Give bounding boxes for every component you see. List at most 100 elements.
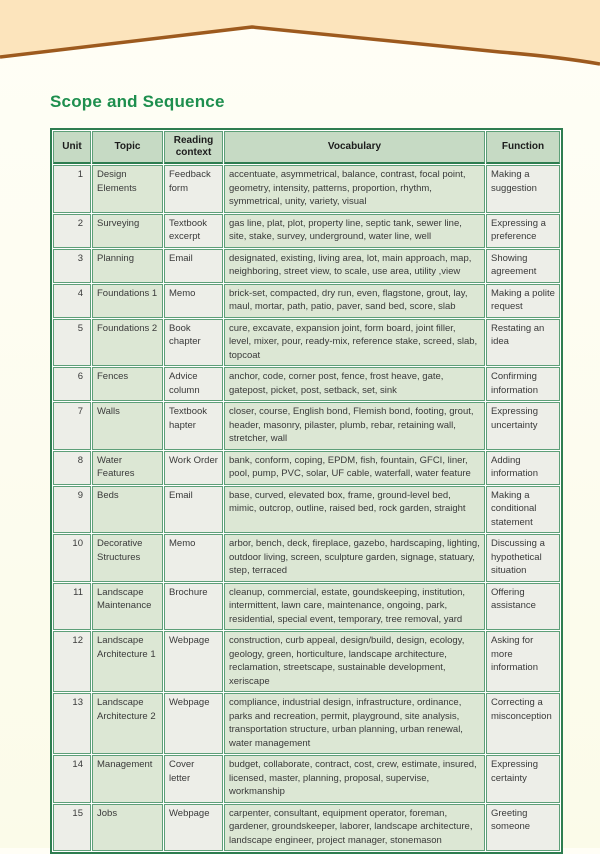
- topic-cell: Foundations 2: [92, 318, 163, 366]
- function-cell: Expressing a preference: [486, 213, 560, 248]
- vocabulary-cell: arbor, bench, deck, fireplace, gazebo, h…: [224, 534, 485, 582]
- reading-context-cell: Textbook hapter: [164, 402, 223, 450]
- topic-cell: Landscape Architecture 1: [92, 631, 163, 692]
- vocabulary-cell: compliance, industrial design, infrastru…: [224, 693, 485, 754]
- function-cell: Confirming information: [486, 367, 560, 401]
- topic-cell: Landscape Maintenance: [92, 582, 163, 630]
- topic-cell: Beds: [92, 485, 163, 533]
- table-row: 5 Foundations 2 Book chapter cure, excav…: [53, 318, 560, 366]
- vocabulary-cell: bank, conform, coping, EPDM, fish, fount…: [224, 450, 485, 485]
- reading-context-cell: Email: [164, 485, 223, 533]
- unit-cell: 13: [53, 693, 91, 754]
- vocabulary-cell: cure, excavate, expansion joint, form bo…: [224, 318, 485, 366]
- reading-context-cell: Memo: [164, 534, 223, 582]
- decorative-chevron-banner: [0, 0, 600, 66]
- table-row: 3 Planning Email designated, existing, l…: [53, 248, 560, 283]
- reading-context-cell: Book chapter: [164, 318, 223, 366]
- topic-cell: Decorative Structures: [92, 534, 163, 582]
- table-row: 4 Foundations 1 Memo brick-set, compacte…: [53, 283, 560, 318]
- unit-cell: 11: [53, 582, 91, 630]
- topic-cell: Fences: [92, 367, 163, 401]
- header-unit: Unit: [53, 131, 91, 164]
- unit-cell: 10: [53, 534, 91, 582]
- function-cell: Asking for more information: [486, 631, 560, 692]
- function-cell: Expressing uncertainty: [486, 402, 560, 450]
- header-reading-context: Reading context: [164, 131, 223, 164]
- vocabulary-cell: designated, existing, living area, lot, …: [224, 248, 485, 283]
- unit-cell: 15: [53, 803, 91, 851]
- function-cell: Adding information: [486, 450, 560, 485]
- table-row: 12 Landscape Architecture 1 Webpage cons…: [53, 631, 560, 692]
- peach-band: [0, 0, 600, 64]
- topic-cell: Management: [92, 755, 163, 803]
- vocabulary-cell: base, curved, elevated box, frame, groun…: [224, 485, 485, 533]
- table-row: 7 Walls Textbook hapter closer, course, …: [53, 402, 560, 450]
- function-cell: Making a conditional statement: [486, 485, 560, 533]
- chevron-line: [0, 25, 600, 66]
- unit-cell: 7: [53, 402, 91, 450]
- vocabulary-cell: brick-set, compacted, dry run, even, fla…: [224, 283, 485, 318]
- topic-cell: Jobs: [92, 803, 163, 851]
- table-row: 15 Jobs Webpage carpenter, consultant, e…: [53, 803, 560, 851]
- reading-context-cell: Webpage: [164, 631, 223, 692]
- table-row: 6 Fences Advice column anchor, code, cor…: [53, 367, 560, 401]
- vocabulary-cell: closer, course, English bond, Flemish bo…: [224, 402, 485, 450]
- header-topic: Topic: [92, 131, 163, 164]
- vocabulary-cell: anchor, code, corner post, fence, frost …: [224, 367, 485, 401]
- unit-cell: 3: [53, 248, 91, 283]
- topic-cell: Foundations 1: [92, 283, 163, 318]
- reading-context-cell: Feedback form: [164, 165, 223, 213]
- page-title: Scope and Sequence: [50, 92, 225, 111]
- table-row: 2 Surveying Textbook excerpt gas line, p…: [53, 213, 560, 248]
- table-row: 1 Design Elements Feedback form accentua…: [53, 165, 560, 213]
- reading-context-cell: Cover letter: [164, 755, 223, 803]
- table-row: 10 Decorative Structures Memo arbor, ben…: [53, 534, 560, 582]
- function-cell: Offering assistance: [486, 582, 560, 630]
- unit-cell: 8: [53, 450, 91, 485]
- vocabulary-cell: cleanup, commercial, estate, goundskeepi…: [224, 582, 485, 630]
- reading-context-cell: Webpage: [164, 693, 223, 754]
- topic-cell: Landscape Architecture 2: [92, 693, 163, 754]
- reading-context-cell: Webpage: [164, 803, 223, 851]
- table-row: 8 Water Features Work Order bank, confor…: [53, 450, 560, 485]
- function-cell: Making a polite request: [486, 283, 560, 318]
- header-row: Unit Topic Reading context Vocabulary Fu…: [53, 131, 560, 164]
- reading-context-cell: Advice column: [164, 367, 223, 401]
- function-cell: Making a suggestion: [486, 165, 560, 213]
- function-cell: Expressing certainty: [486, 755, 560, 803]
- table-row: 11 Landscape Maintenance Brochure cleanu…: [53, 582, 560, 630]
- reading-context-cell: Email: [164, 248, 223, 283]
- function-cell: Correcting a misconception: [486, 693, 560, 754]
- function-cell: Restating an idea: [486, 318, 560, 366]
- reading-context-cell: Memo: [164, 283, 223, 318]
- reading-context-cell: Textbook excerpt: [164, 213, 223, 248]
- vocabulary-cell: budget, collaborate, contract, cost, cre…: [224, 755, 485, 803]
- header-function: Function: [486, 131, 560, 164]
- topic-cell: Water Features: [92, 450, 163, 485]
- unit-cell: 6: [53, 367, 91, 401]
- function-cell: Greeting someone: [486, 803, 560, 851]
- header-vocabulary: Vocabulary: [224, 131, 485, 164]
- unit-cell: 4: [53, 283, 91, 318]
- vocabulary-cell: construction, curb appeal, design/build,…: [224, 631, 485, 692]
- unit-cell: 14: [53, 755, 91, 803]
- unit-cell: 9: [53, 485, 91, 533]
- table-body: 1 Design Elements Feedback form accentua…: [53, 165, 560, 851]
- table-row: 13 Landscape Architecture 2 Webpage comp…: [53, 693, 560, 754]
- unit-cell: 2: [53, 213, 91, 248]
- unit-cell: 5: [53, 318, 91, 366]
- topic-cell: Walls: [92, 402, 163, 450]
- topic-cell: Design Elements: [92, 165, 163, 213]
- vocabulary-cell: accentuate, asymmetrical, balance, contr…: [224, 165, 485, 213]
- function-cell: Showing agreement: [486, 248, 560, 283]
- function-cell: Discussing a hypothetical situation: [486, 534, 560, 582]
- reading-context-cell: Brochure: [164, 582, 223, 630]
- scope-sequence-table: Unit Topic Reading context Vocabulary Fu…: [50, 128, 563, 854]
- unit-cell: 1: [53, 165, 91, 213]
- table-row: 14 Management Cover letter budget, colla…: [53, 755, 560, 803]
- topic-cell: Surveying: [92, 213, 163, 248]
- reading-context-cell: Work Order: [164, 450, 223, 485]
- topic-cell: Planning: [92, 248, 163, 283]
- vocabulary-cell: gas line, plat, plot, property line, sep…: [224, 213, 485, 248]
